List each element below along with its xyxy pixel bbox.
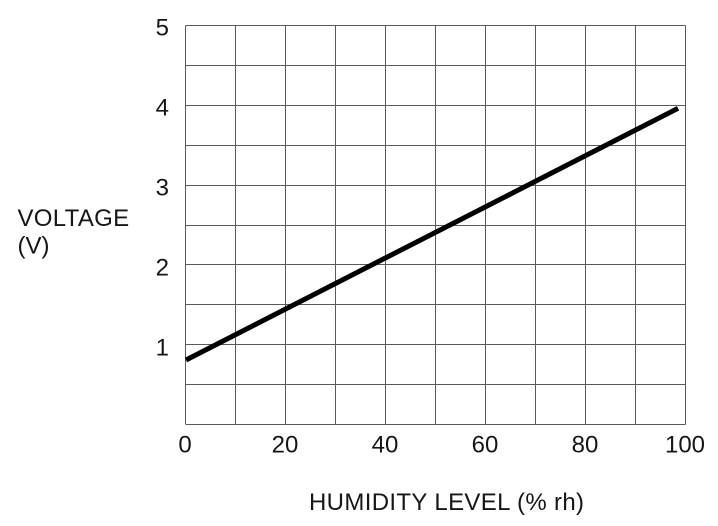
svg-text:2: 2: [156, 255, 169, 282]
svg-text:0: 0: [178, 431, 191, 458]
svg-text:HUMIDITY LEVEL (% rh): HUMIDITY LEVEL (% rh): [309, 489, 584, 516]
svg-text:VOLTAGE: VOLTAGE: [18, 205, 130, 232]
svg-text:(V): (V): [18, 232, 50, 259]
svg-text:3: 3: [156, 175, 169, 202]
svg-text:40: 40: [372, 431, 399, 458]
svg-text:4: 4: [156, 95, 169, 122]
svg-text:100: 100: [665, 431, 705, 458]
svg-text:80: 80: [572, 431, 599, 458]
svg-text:5: 5: [156, 15, 169, 42]
svg-text:20: 20: [272, 431, 299, 458]
svg-text:1: 1: [156, 335, 169, 362]
svg-text:60: 60: [472, 431, 499, 458]
